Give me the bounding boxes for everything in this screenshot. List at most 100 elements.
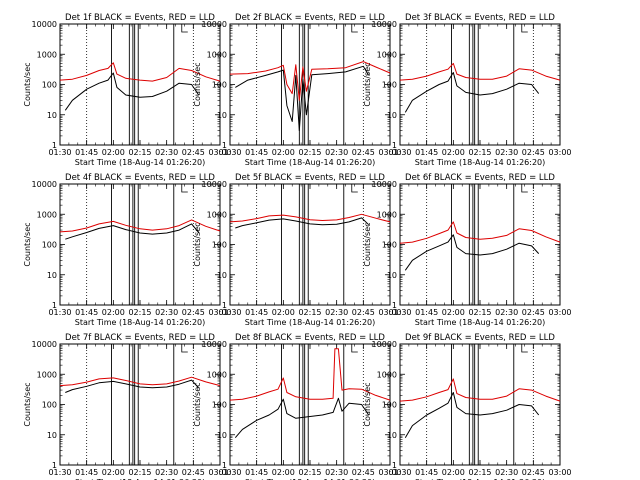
series-line-lld <box>229 213 391 223</box>
series-line-lld <box>399 378 561 402</box>
x-tick-label: 02:00 <box>272 148 295 157</box>
x-tick-label: 02:15 <box>298 148 321 157</box>
series-line-events <box>64 72 200 111</box>
x-axis-label: Start Time (18-Aug-14 01:26:20) <box>245 158 376 167</box>
y-tick-label: 1 <box>52 301 57 310</box>
y-axis-label: Counts/sec <box>363 222 372 266</box>
y-tick-label: 10 <box>47 111 57 120</box>
y-tick-label: 100 <box>42 81 57 90</box>
y-tick-label: 100 <box>42 401 57 410</box>
x-tick-label: 02:00 <box>442 148 465 157</box>
y-tick-label: 1 <box>222 141 227 150</box>
y-tick-label: 1000 <box>377 210 397 219</box>
series-line-events <box>234 397 370 439</box>
x-axis-label: Start Time (18-Aug-14 01:26:20) <box>75 318 206 327</box>
series-line-events <box>65 223 200 240</box>
x-tick-label: 02:45 <box>352 308 375 317</box>
x-tick-label: 03:00 <box>208 148 231 157</box>
panel-title: Det 3f BLACK = Events, RED = LLD <box>405 13 555 23</box>
x-tick-label: 02:45 <box>522 468 545 477</box>
x-tick-label: 02:30 <box>495 468 518 477</box>
series-line-events <box>404 234 540 271</box>
x-axis-label: Start Time (18-Aug-14 01:26:20) <box>245 478 376 480</box>
series-line-lld <box>59 219 221 233</box>
corner-bracket-mark <box>181 344 188 353</box>
y-tick-label: 10 <box>217 271 227 280</box>
x-tick-label: 02:15 <box>128 468 151 477</box>
x-tick-label: 03:00 <box>548 308 571 317</box>
y-tick-label: 1 <box>222 461 227 470</box>
y-tick-label: 1000 <box>37 50 57 59</box>
corner-bracket-mark <box>351 184 358 193</box>
y-tick-label: 100 <box>212 241 227 250</box>
y-tick-label: 10 <box>387 271 397 280</box>
x-tick-label: 02:00 <box>102 468 125 477</box>
y-tick-label: 100 <box>382 241 397 250</box>
x-tick-label: 03:00 <box>378 308 401 317</box>
y-tick-label: 1 <box>52 141 57 150</box>
y-tick-label: 10000 <box>32 180 57 189</box>
x-tick-label: 01:30 <box>48 468 71 477</box>
plot-frame <box>399 343 561 466</box>
x-tick-label: 01:30 <box>218 148 241 157</box>
y-axis-label: Counts/sec <box>193 382 202 426</box>
y-tick-label: 10000 <box>372 20 397 29</box>
y-tick-label: 10000 <box>372 180 397 189</box>
y-tick-label: 10 <box>387 111 397 120</box>
x-tick-label: 03:00 <box>208 308 231 317</box>
plot-frame <box>399 23 561 146</box>
panel-title: Det 6f BLACK = Events, RED = LLD <box>405 173 555 183</box>
x-tick-label: 01:30 <box>388 148 411 157</box>
series-line-lld <box>229 348 391 401</box>
panel-title: Det 8f BLACK = Events, RED = LLD <box>235 333 385 343</box>
x-tick-label: 01:30 <box>48 308 71 317</box>
y-tick-label: 1000 <box>207 50 227 59</box>
x-tick-label: 01:30 <box>218 308 241 317</box>
x-tick-label: 03:00 <box>378 148 401 157</box>
x-tick-label: 02:15 <box>298 468 321 477</box>
x-tick-label: 02:30 <box>325 148 348 157</box>
panel-title: Det 4f BLACK = Events, RED = LLD <box>65 173 215 183</box>
x-tick-label: 02:00 <box>102 308 125 317</box>
plot-frame <box>399 183 561 306</box>
x-tick-label: 02:00 <box>272 308 295 317</box>
y-tick-label: 10000 <box>202 180 227 189</box>
x-axis-label: Start Time (18-Aug-14 01:26:20) <box>75 158 206 167</box>
x-tick-label: 03:00 <box>548 468 571 477</box>
x-tick-label: 01:45 <box>415 148 438 157</box>
y-axis-label: Counts/sec <box>23 382 32 426</box>
panel-det-4: Det 4f BLACK = Events, RED = LLD11010010… <box>23 173 232 327</box>
corner-bracket-mark <box>521 184 528 193</box>
x-tick-label: 02:45 <box>352 468 375 477</box>
y-axis-label: Counts/sec <box>193 222 202 266</box>
y-axis-label: Counts/sec <box>23 62 32 106</box>
y-tick-label: 1000 <box>37 210 57 219</box>
y-axis-label: Counts/sec <box>23 222 32 266</box>
y-tick-label: 10 <box>47 431 57 440</box>
x-tick-label: 01:45 <box>75 468 98 477</box>
y-tick-label: 1000 <box>377 50 397 59</box>
panel-det-9: Det 9f BLACK = Events, RED = LLD 1 10 100 10… <box>363 333 572 480</box>
y-axis-label: Counts/sec <box>363 382 372 426</box>
series-line-lld <box>59 62 221 82</box>
x-tick-label: 01:30 <box>388 468 411 477</box>
x-tick-label: 02:45 <box>182 148 205 157</box>
x-tick-label: 02:00 <box>442 468 465 477</box>
x-tick-label: 01:45 <box>415 308 438 317</box>
series-line-lld <box>59 376 221 387</box>
series-line-events <box>235 65 370 132</box>
x-tick-label: 03:00 <box>378 468 401 477</box>
y-tick-label: 10 <box>47 271 57 280</box>
y-tick-label: 10000 <box>202 340 227 349</box>
panel-det-3: Det 3f BLACK = Events, RED = LLD 1 10 100 10… <box>363 13 572 167</box>
x-axis-label: Start Time (18-Aug-14 01:26:20) <box>245 318 376 327</box>
panel-title: Det 7f BLACK = Events, RED = LLD <box>65 333 215 343</box>
y-tick-label: 1 <box>222 301 227 310</box>
series-line-events <box>404 392 540 438</box>
panel-det-6: Det 6f BLACK = Events, RED = LLD 1 10 100 10… <box>363 173 572 327</box>
x-tick-label: 01:30 <box>388 308 411 317</box>
x-tick-label: 01:30 <box>218 468 241 477</box>
y-axis-label: Counts/sec <box>193 62 202 106</box>
